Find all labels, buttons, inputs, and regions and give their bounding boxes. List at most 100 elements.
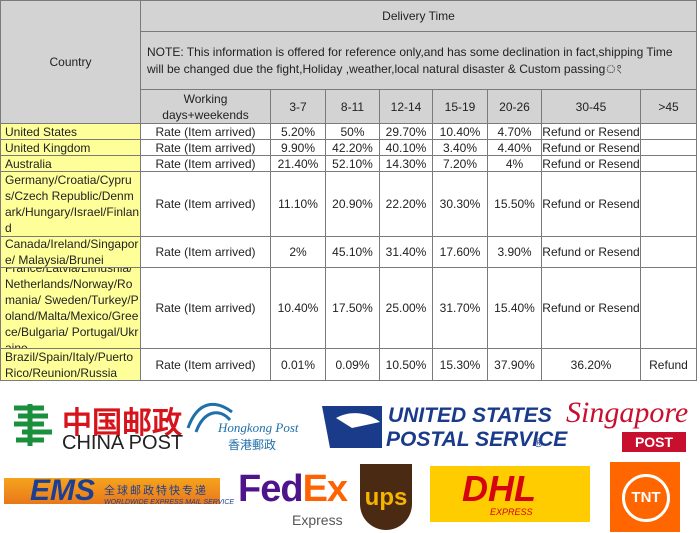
china-post-english: CHINA POST xyxy=(62,432,184,454)
delivery-time-header: Delivery Time xyxy=(141,0,697,32)
rate-cell: Refund or Resend xyxy=(542,156,641,172)
rate-label: Rate (Item arrived) xyxy=(141,156,271,172)
ems-english: WORLDWIDE EXPRESS MAIL SERVICE xyxy=(104,499,235,506)
dhl-mark: DHL xyxy=(462,468,536,509)
rate-cell: 3.90% xyxy=(488,237,542,268)
singapore-post-script: Singapore xyxy=(566,396,689,429)
tnt-mark: TNT xyxy=(622,474,670,522)
fedex-sub: Express xyxy=(292,512,343,528)
rate-cell: 10.40% xyxy=(433,124,488,140)
rate-cell: 30.30% xyxy=(433,172,488,237)
rate-cell: 7.20% xyxy=(433,156,488,172)
rate-label: Rate (Item arrived) xyxy=(141,349,271,381)
country-cell: United Kingdom xyxy=(0,140,141,156)
country-cell: Germany/Croatia/Cyprus/Czech Republic/De… xyxy=(0,172,141,237)
fedex-fed: Fed xyxy=(238,468,304,510)
rate-cell: Refund or Resend xyxy=(542,172,641,237)
country-cell: Australia xyxy=(0,156,141,172)
china-post-chinese: 中国邮政 xyxy=(62,407,182,440)
rate-cell: 3.40% xyxy=(433,140,488,156)
singapore-post-box: POST xyxy=(622,432,686,452)
ems-band xyxy=(4,478,220,504)
rate-label: Rate (Item arrived) xyxy=(141,140,271,156)
column-header: 3-7 xyxy=(271,90,326,124)
usps-line1: UNITED STATES xyxy=(388,404,552,427)
rate-cell: 45.10% xyxy=(326,237,380,268)
rate-cell: 42.20% xyxy=(326,140,380,156)
column-header: Working days+weekends xyxy=(141,90,271,124)
country-cell: United States xyxy=(0,124,141,140)
ems-mark: EMS xyxy=(30,474,96,507)
rate-cell: 17.60% xyxy=(433,237,488,268)
rate-cell: 4.40% xyxy=(488,140,542,156)
rate-cell: 0.01% xyxy=(271,349,326,381)
column-header: 20-26 xyxy=(488,90,542,124)
rate-cell: 36.20% xyxy=(542,349,641,381)
usps-registered: ® xyxy=(534,436,543,450)
rate-cell: 10.50% xyxy=(380,349,433,381)
rate-cell: 31.40% xyxy=(380,237,433,268)
ems-chinese: 全球邮政特快专递 xyxy=(104,485,208,497)
rate-cell: 2% xyxy=(271,237,326,268)
rate-cell: 9.90% xyxy=(271,140,326,156)
rate-cell: Refund or Resend xyxy=(542,268,641,349)
rate-label: Rate (Item arrived) xyxy=(141,237,271,268)
rate-cell: 25.00% xyxy=(380,268,433,349)
rate-cell: 15.40% xyxy=(488,268,542,349)
rate-cell: 52.10% xyxy=(326,156,380,172)
rate-label: Rate (Item arrived) xyxy=(141,124,271,140)
rate-cell: Refund xyxy=(641,349,697,381)
rate-cell: 40.10% xyxy=(380,140,433,156)
rate-cell: 31.70% xyxy=(433,268,488,349)
ups-mark: ups xyxy=(364,484,408,511)
rate-cell: 14.30% xyxy=(380,156,433,172)
fedex-ex: Ex xyxy=(302,468,348,510)
rate-cell: 10.40% xyxy=(271,268,326,349)
rate-cell: 15.30% xyxy=(433,349,488,381)
rate-cell: 29.70% xyxy=(380,124,433,140)
rate-cell: 20.90% xyxy=(326,172,380,237)
column-header: 8-11 xyxy=(326,90,380,124)
rate-cell: 0.09% xyxy=(326,349,380,381)
rate-cell: 50% xyxy=(326,124,380,140)
rate-cell: 4.70% xyxy=(488,124,542,140)
empty-cell xyxy=(641,172,697,237)
country-cell: Canada/Ireland/Singapore/ Malaysia/Brune… xyxy=(0,237,141,268)
rate-cell: 22.20% xyxy=(380,172,433,237)
china-post-icon xyxy=(14,404,52,446)
column-header: 15-19 xyxy=(433,90,488,124)
country-cell: France/Latvia/Lithusnia/Netherlands/Norw… xyxy=(0,268,141,349)
column-header: 30-45 xyxy=(542,90,641,124)
rate-cell: Refund or Resend xyxy=(542,124,641,140)
rate-cell: 11.10% xyxy=(271,172,326,237)
usps-line2: POSTAL SERVICE xyxy=(386,428,568,451)
rate-cell: 37.90% xyxy=(488,349,542,381)
country-cell: Brazil/Spain/Italy/Puerto Rico/Reunion/R… xyxy=(0,349,141,381)
empty-cell xyxy=(641,268,697,349)
rate-cell: 15.50% xyxy=(488,172,542,237)
hongkong-post-icon xyxy=(186,403,233,433)
hongkong-post-chinese: 香港郵政 xyxy=(228,438,277,452)
empty-cell xyxy=(641,237,697,268)
note: NOTE: This information is offered for re… xyxy=(141,32,697,90)
rate-cell: 4% xyxy=(488,156,542,172)
rate-cell: Refund or Resend xyxy=(542,237,641,268)
rate-label: Rate (Item arrived) xyxy=(141,172,271,237)
rate-label: Rate (Item arrived) xyxy=(141,268,271,349)
dhl-sub: EXPRESS xyxy=(490,507,533,517)
rate-cell: 21.40% xyxy=(271,156,326,172)
empty-cell xyxy=(641,140,697,156)
country-header: Country xyxy=(0,0,141,124)
rate-cell: Refund or Resend xyxy=(542,140,641,156)
ups-shield xyxy=(360,464,412,530)
fedex-mark: FedEx xyxy=(238,468,348,511)
dhl-box xyxy=(430,466,590,522)
rate-cell: 5.20% xyxy=(271,124,326,140)
empty-cell xyxy=(641,156,697,172)
hongkong-post-english: Hongkong Post xyxy=(218,420,299,435)
empty-cell xyxy=(641,124,697,140)
column-header: 12-14 xyxy=(380,90,433,124)
column-header: >45 xyxy=(641,90,697,124)
usps-eagle xyxy=(322,406,382,448)
